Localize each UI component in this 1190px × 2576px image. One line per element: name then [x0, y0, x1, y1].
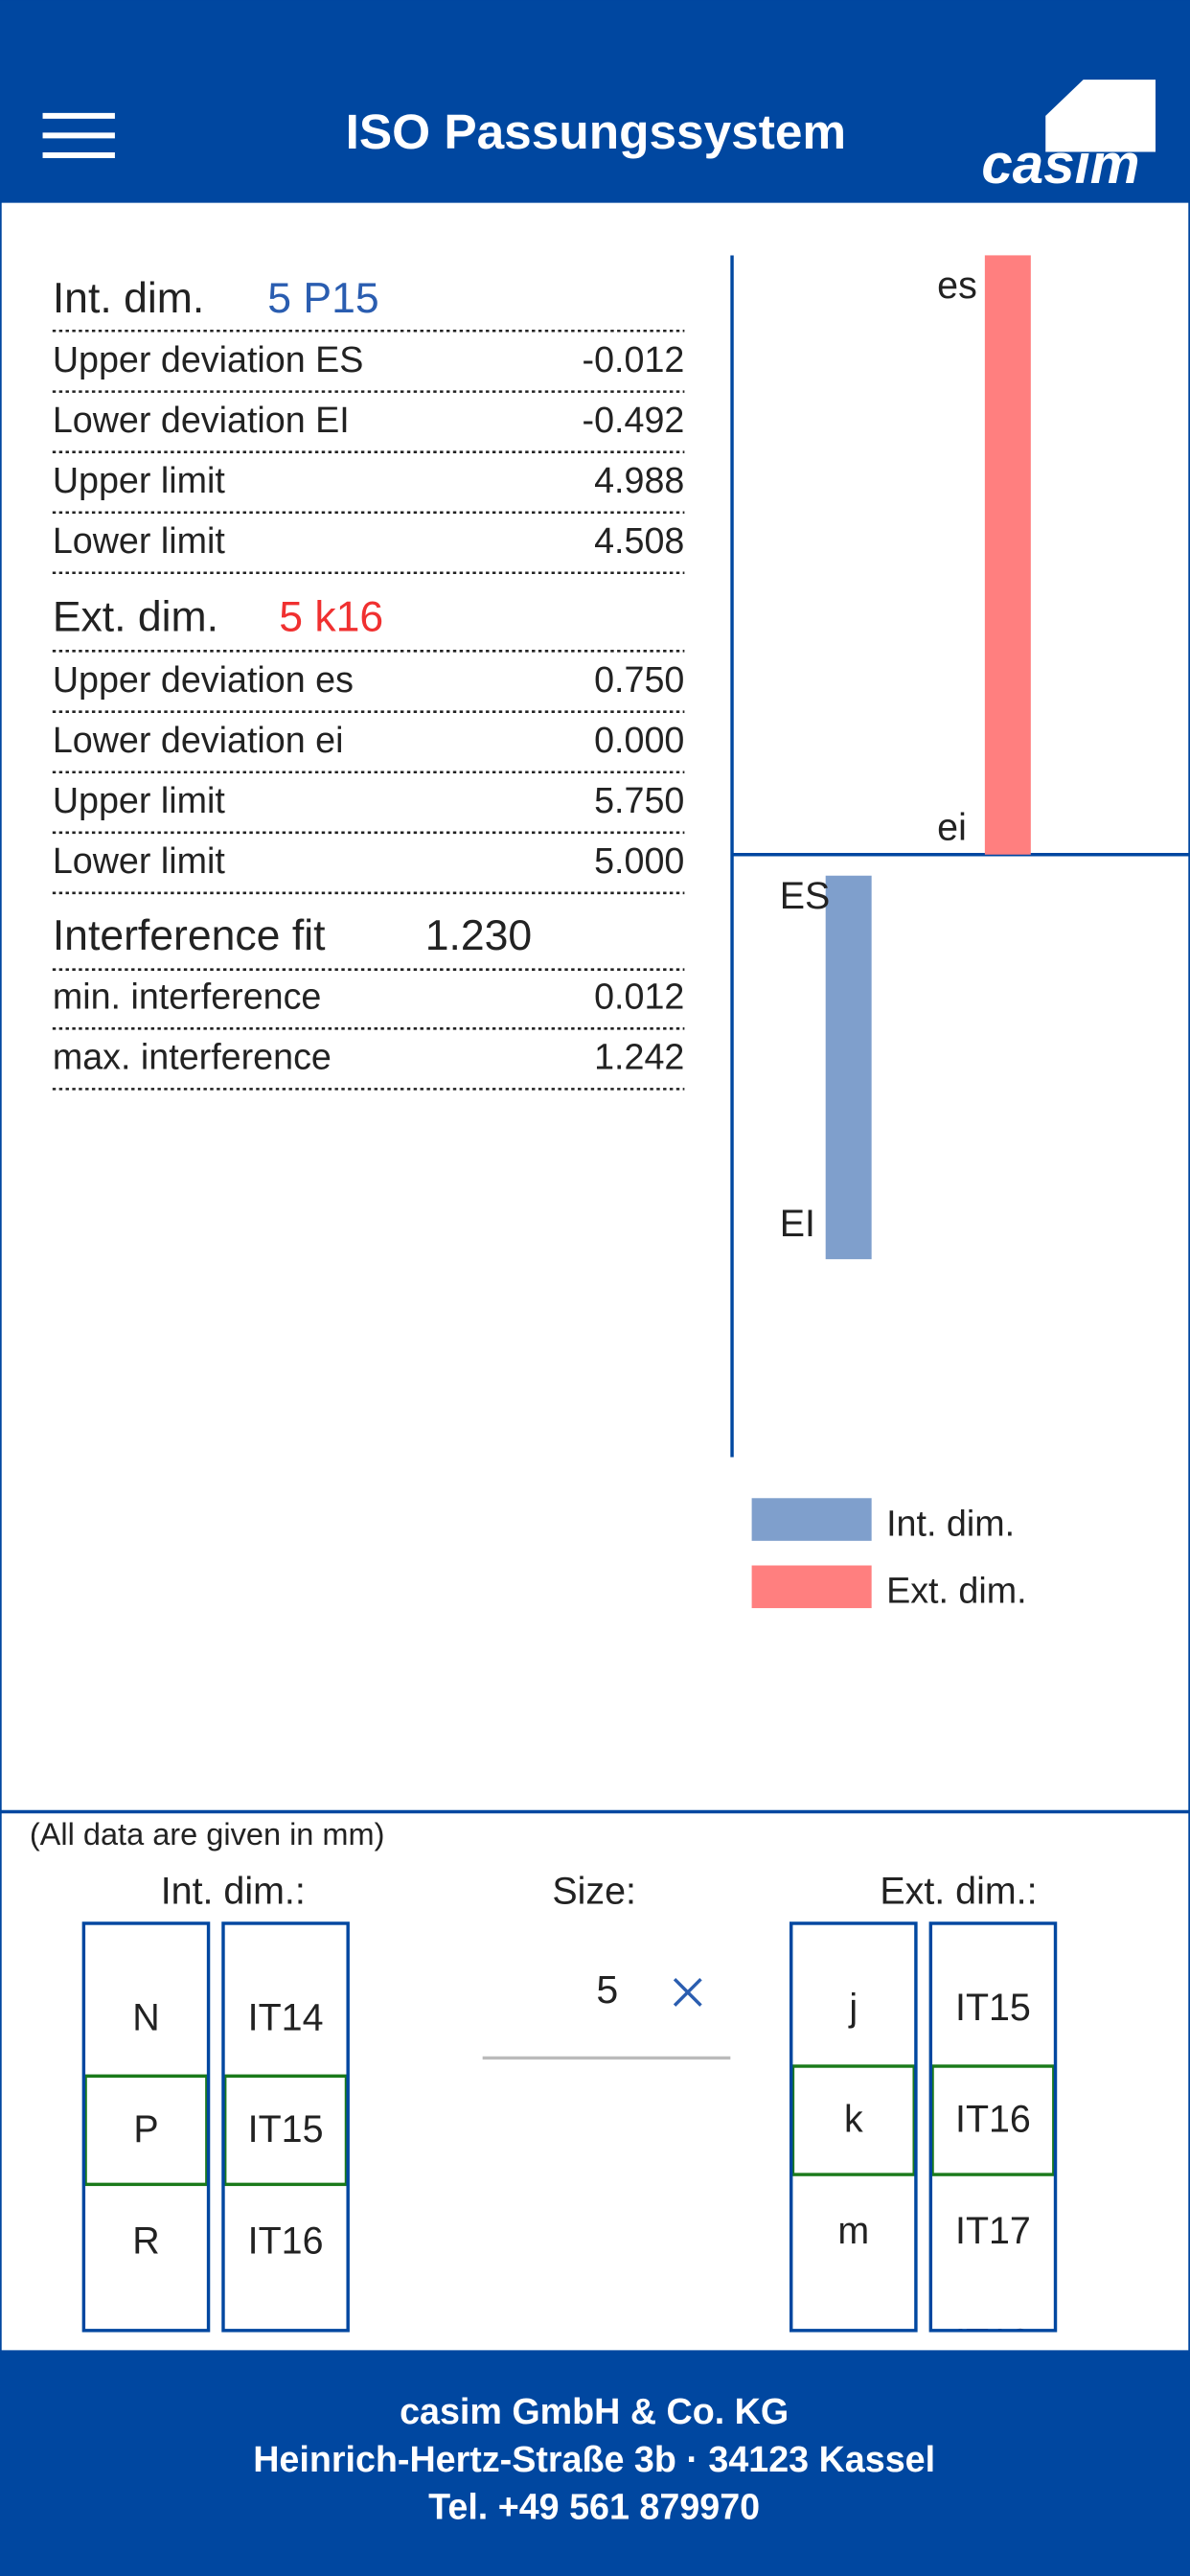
footer-line: Tel. +49 561 879970	[428, 2487, 760, 2527]
row-name: Upper limit	[53, 460, 226, 500]
footer-bar	[0, 2350, 1190, 2576]
row-name: Upper limit	[53, 780, 226, 820]
size-input[interactable]: 5	[596, 1967, 618, 2012]
picker-item: m	[837, 2210, 869, 2252]
picker-item: IT14	[248, 1996, 324, 2038]
row-value: 4.988	[594, 460, 684, 500]
legend-label: Int. dim.	[886, 1503, 1015, 1543]
legend-label: Ext. dim.	[886, 1571, 1027, 1611]
picker-border	[81, 1921, 211, 2333]
picker-border	[928, 1921, 1058, 2333]
picker-item: P	[133, 2108, 158, 2150]
picker-border	[221, 1921, 350, 2333]
picker-border	[790, 1921, 918, 2333]
bar-label: ES	[780, 875, 831, 917]
bar-label: EI	[780, 1203, 815, 1245]
logo-shape	[1045, 80, 1156, 152]
fit-label: Interference fit	[53, 912, 326, 959]
bar-label: ei	[937, 806, 967, 848]
row-value: 5.000	[594, 840, 684, 881]
row-value: -0.012	[583, 339, 685, 380]
row-value: -0.492	[583, 400, 685, 440]
picker-item: IT15	[955, 1987, 1031, 2029]
bar-label: es	[937, 264, 977, 307]
row-value: 0.000	[594, 720, 684, 760]
row-name: Lower deviation EI	[53, 400, 350, 440]
header-bar	[0, 0, 1190, 203]
ext-label: Ext. dim.	[53, 594, 218, 641]
row-name: max. interference	[53, 1036, 332, 1076]
row-value: 0.750	[594, 659, 684, 700]
picker[interactable]: IT14 IT15 IT16	[222, 1996, 349, 2262]
row-name: Lower limit	[53, 520, 226, 561]
header-title: ISO Passungssystem	[346, 104, 847, 159]
size-label: Size:	[552, 1871, 636, 1913]
picker-item: IT18	[955, 2322, 1031, 2364]
clear-button[interactable]	[673, 1978, 702, 2007]
legend-swatch	[751, 1498, 872, 1541]
picker-item: IT16	[248, 2220, 324, 2262]
int-label: Int. dim.	[53, 275, 204, 322]
int-designation: 5 P15	[267, 275, 378, 322]
row-name: Upper deviation ES	[53, 339, 364, 380]
ext-designation: 5 k16	[279, 594, 383, 641]
row-value: 5.750	[594, 780, 684, 820]
int-picker-label: Int. dim.:	[161, 1871, 306, 1913]
int-bar	[825, 875, 872, 1259]
picker-item: IT16	[955, 2099, 1031, 2141]
legend-swatch	[751, 1565, 872, 1609]
note: (All data are given in mm)	[30, 1817, 385, 1852]
row-name: min. interference	[53, 976, 322, 1016]
clear-line	[673, 1978, 702, 2007]
row-name: Lower deviation ei	[53, 720, 344, 760]
ext-picker-label: Ext. dim.:	[880, 1871, 1037, 1913]
footer-line: Heinrich-Hertz-Straße 3b · 34123 Kassel	[253, 2439, 935, 2479]
row-name: Upper deviation es	[53, 659, 354, 700]
picker-item: IT15	[248, 2108, 324, 2150]
row-name: Lower limit	[53, 840, 226, 881]
picker[interactable]: N P R	[83, 1996, 209, 2262]
footer-line: casim GmbH & Co. KG	[400, 2391, 789, 2431]
fit-value: 1.230	[425, 912, 532, 959]
row-value: 0.012	[594, 976, 684, 1016]
ext-bar	[984, 255, 1031, 855]
row-value: 4.508	[594, 520, 684, 561]
picker-item: IT17	[955, 2210, 1031, 2252]
menu-button[interactable]	[42, 112, 115, 158]
row-value: 1.242	[594, 1036, 684, 1076]
picker-item: N	[132, 1996, 159, 2038]
picker-item: k	[844, 2099, 863, 2141]
logo-text: casim	[981, 133, 1139, 196]
picker-item: j	[848, 1987, 858, 2029]
picker-item: R	[132, 2220, 159, 2262]
